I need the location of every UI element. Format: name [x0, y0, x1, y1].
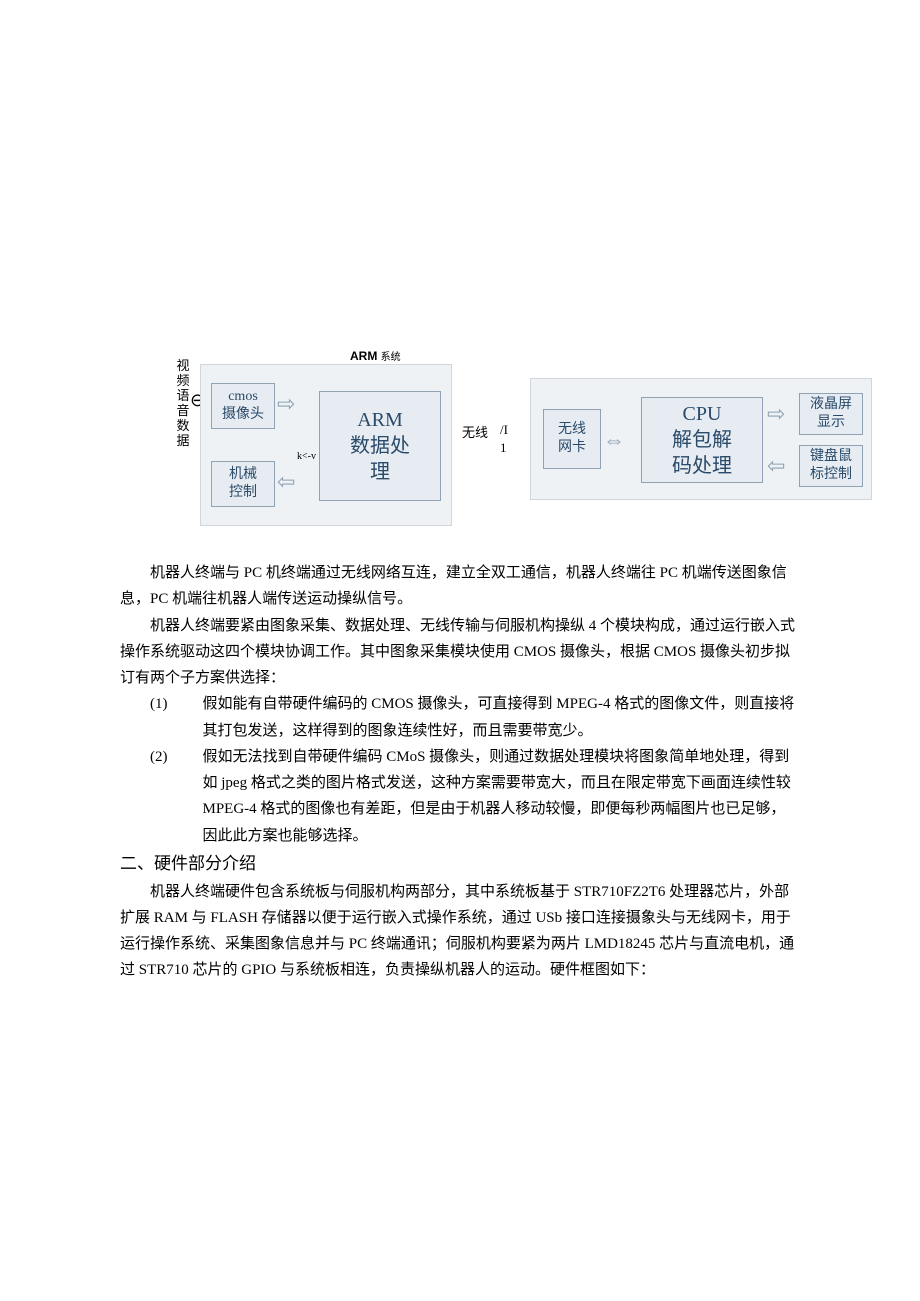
paragraph-1: 机器人终端与 PC 机终端通过无线网络互连，建立全双工通信，机器人终端往 PC …	[120, 560, 800, 613]
list-body-2: 假如无法找到自带硬件编码 CMoS 摄像头，则通过数据处理模块将图象简单地处理，…	[203, 744, 801, 849]
arrow-icon: ⇦	[767, 455, 785, 477]
cpu-decoder-box: CPU解包解码处理	[641, 397, 763, 483]
list-num-1: (1)	[150, 691, 203, 744]
list-num-2: (2)	[150, 744, 203, 849]
wireless-label: 无线	[462, 422, 488, 441]
wlan-card-box: 无线网卡	[543, 409, 601, 469]
arrow-icon: ⇦	[277, 471, 295, 493]
lcd-display-box: 液晶屏显示	[799, 393, 863, 435]
pc-terminal-panel: 无线网卡 CPU解包解码处理 液晶屏显示 键盘鼠标控制 ⇔ ⇨ ⇦	[530, 378, 872, 500]
paragraph-2: 机器人终端要紧由图象采集、数据处理、无线传输与伺服机构操纵 4 个模块构成，通过…	[120, 613, 800, 692]
body-text: 机器人终端与 PC 机终端通过无线网络互连，建立全双工通信，机器人终端往 PC …	[120, 560, 800, 984]
list-item-2: (2) 假如无法找到自带硬件编码 CMoS 摄像头，则通过数据处理模块将图象简单…	[150, 744, 800, 849]
keyboard-mouse-box: 键盘鼠标控制	[799, 445, 863, 487]
robot-terminal-panel: cmos摄像头 机械控制 ARM数据处理 ⇨ ⇦ k<-v	[200, 364, 452, 526]
list-body-1: 假如能有自带硬件编码的 CMOS 摄像头，可直接得到 MPEG-4 格式的图像文…	[203, 691, 801, 744]
arm-title-bold: ARM	[350, 349, 377, 363]
arrow-icon: ⇔	[603, 429, 625, 451]
arm-title-small: 系统	[381, 352, 401, 363]
arrow-icon: ⇨	[277, 393, 295, 415]
av-data-label: 视频语音数据	[176, 358, 190, 448]
system-diagram: 视频语音数据 ⊖ ARM 系统 cmos摄像头 机械控制 ARM数据处理 ⇨ ⇦…	[140, 340, 900, 530]
arm-processor-box: ARM数据处理	[319, 391, 441, 501]
arm-system-title: ARM 系统	[350, 348, 401, 363]
slash-label: /I	[500, 422, 508, 438]
arrow-icon: ⇨	[767, 403, 785, 425]
section-2-title: 二、硬件部分介绍	[120, 849, 800, 879]
cmos-camera-box: cmos摄像头	[211, 383, 275, 429]
page: 视频语音数据 ⊖ ARM 系统 cmos摄像头 机械控制 ARM数据处理 ⇨ ⇦…	[0, 340, 920, 984]
mechanical-control-box: 机械控制	[211, 461, 275, 507]
kv-label: k<-v	[297, 451, 316, 462]
list-item-1: (1) 假如能有自带硬件编码的 CMOS 摄像头，可直接得到 MPEG-4 格式…	[150, 691, 800, 744]
one-label: 1	[500, 440, 507, 456]
paragraph-3: 机器人终端硬件包含系统板与伺服机构两部分，其中系统板基于 STR710FZ2T6…	[120, 879, 800, 984]
